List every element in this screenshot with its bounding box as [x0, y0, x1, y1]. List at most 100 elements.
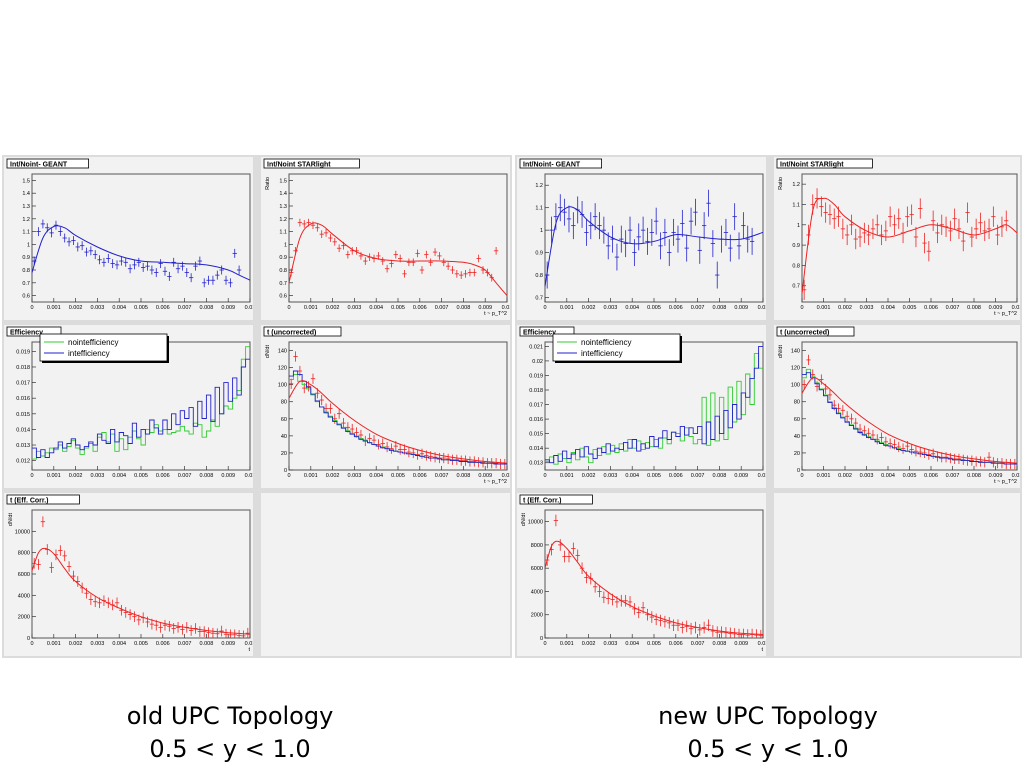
- data-point-blue: [658, 232, 663, 260]
- x-tick-label: 0.01: [245, 641, 253, 647]
- data-point-blue: [154, 268, 159, 278]
- chart-new-int-geant: Int/Noint- GEANT 0 0.001 0.002 0.003 0.004 0.0…: [519, 158, 766, 311]
- data-point-red: [1004, 210, 1009, 231]
- data-point-blue: [654, 207, 659, 235]
- x-tick-label: 0.01: [1012, 305, 1020, 311]
- x-tick-label: 0.007: [946, 473, 960, 479]
- data-point-red: [952, 208, 957, 229]
- x-tick-label: 0.002: [582, 641, 596, 647]
- data-point-red: [562, 550, 567, 563]
- data-point-red: [680, 621, 685, 634]
- y-tick-label: 80: [794, 400, 800, 406]
- data-point-red: [875, 214, 880, 235]
- y-tick-label: 120: [791, 366, 800, 372]
- y-tick-label: 0.013: [16, 443, 30, 449]
- y-tick-label: 1: [284, 242, 287, 248]
- data-point-red: [862, 222, 867, 244]
- x-tick-label: 0.002: [838, 473, 852, 479]
- data-point-red: [123, 607, 128, 618]
- data-point-red: [467, 456, 473, 467]
- fit-curve-red: [801, 377, 1018, 464]
- old-topology-canvas: Int/Noint- GEANT 0 0.001 0.002 0.003 0.004 0.0…: [2, 155, 512, 658]
- x-tick-label: 0.003: [348, 473, 362, 479]
- data-point-red: [900, 443, 906, 454]
- x-tick-label: 0.007: [691, 473, 705, 479]
- chart-new-t-eff-corr: t (Eff. Corr.) 0 0.001 0.002 0.003 0.004 0.005…: [519, 494, 766, 653]
- y-tick-label: 8000: [18, 551, 30, 557]
- y-tick-label: 0.016: [529, 417, 543, 423]
- data-point-red: [332, 413, 337, 424]
- y-axis-label: Ratio: [778, 177, 784, 190]
- data-point-blue: [119, 256, 124, 266]
- x-tick-label: 0.004: [112, 641, 126, 647]
- data-point-red: [40, 516, 46, 528]
- x-tick-label: 0.005: [134, 305, 148, 311]
- data-point-red: [371, 435, 377, 446]
- y-tick-label: 1.4: [279, 191, 287, 197]
- chart-old-efficiency: Efficiency 0 0.001 0.002 0.003 0.004 0.005 0.00…: [6, 326, 253, 479]
- y-tick-label: 4000: [531, 589, 543, 595]
- data-point-red: [558, 539, 563, 551]
- data-point-red: [319, 230, 324, 238]
- x-tick-label: 0: [287, 305, 290, 311]
- x-tick-label: 0.003: [604, 473, 618, 479]
- x-tick-label: 0.001: [817, 305, 831, 311]
- x-tick-label: 0.004: [881, 305, 895, 311]
- data-point-red: [827, 204, 833, 225]
- title-box: [6, 494, 80, 505]
- data-point-red: [380, 257, 385, 265]
- data-point-red: [623, 594, 628, 607]
- data-point-red: [411, 258, 416, 267]
- y-tick-label: 1.2: [279, 217, 287, 223]
- x-tick-label: 0.005: [391, 473, 405, 479]
- x-tick-label: 0.003: [604, 641, 618, 647]
- data-point-red: [328, 234, 333, 242]
- data-point-red: [341, 417, 346, 429]
- x-tick-label: 0.005: [134, 641, 148, 647]
- y-axis-label: Ratio: [265, 177, 271, 190]
- y-tick-label: 1: [540, 228, 543, 234]
- data-point-red: [302, 220, 307, 228]
- data-point-red: [202, 626, 207, 637]
- data-point-red: [415, 449, 420, 460]
- data-point-red: [918, 198, 923, 219]
- data-point-blue: [228, 278, 233, 288]
- data-point-red: [350, 423, 355, 435]
- pad-old-efficiency: Efficiency 0 0.001 0.002 0.003 0.004 0.005 0.00…: [4, 325, 253, 488]
- x-tick-label: 0.004: [625, 305, 639, 311]
- x-tick-label: 0.005: [903, 305, 917, 311]
- pad-old-int-geant: Int/Noint- GEANT 0 0.001 0.002 0.003 0.004 0.0…: [4, 157, 253, 320]
- data-point-red: [463, 270, 468, 278]
- data-point-red: [415, 249, 420, 258]
- data-point-blue: [571, 212, 576, 240]
- y-tick-label: 0.013: [529, 461, 543, 467]
- title-box: [776, 158, 873, 169]
- data-point-blue: [558, 194, 563, 222]
- x-tick-label: 0.008: [713, 641, 727, 647]
- y-tick-label: 0: [27, 636, 30, 642]
- y-tick-label: 1: [27, 242, 30, 248]
- data-point-red: [441, 258, 446, 267]
- data-point-red: [575, 549, 580, 562]
- x-tick-label: 0.002: [69, 641, 83, 647]
- data-point-blue: [684, 234, 689, 262]
- x-tick-label: 0.002: [326, 305, 340, 311]
- fit-curve-red: [288, 222, 508, 296]
- data-point-red: [323, 229, 329, 237]
- x-tick-label: 0: [543, 305, 546, 311]
- data-point-red: [645, 608, 650, 621]
- y-tick-label: 10000: [15, 529, 30, 535]
- data-point-red: [480, 457, 486, 468]
- data-point-blue: [553, 203, 559, 231]
- data-point-red: [913, 226, 919, 248]
- data-point-red: [428, 258, 433, 267]
- data-point-red: [114, 597, 120, 609]
- data-point-red: [119, 604, 124, 616]
- data-point-blue: [749, 227, 755, 255]
- data-point-red: [336, 408, 342, 419]
- data-point-blue: [741, 212, 746, 240]
- data-point-blue: [84, 247, 89, 257]
- series-histogram-blue: [802, 372, 1017, 465]
- title-box: [6, 326, 62, 337]
- data-point-blue: [627, 216, 633, 244]
